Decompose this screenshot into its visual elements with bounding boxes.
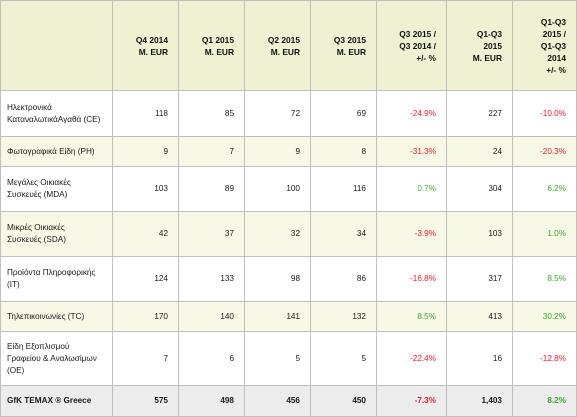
q1-2015-cell: 37 <box>178 211 245 257</box>
q4-2014-cell: 124 <box>112 256 179 302</box>
q4-2014-cell: 7 <box>112 331 179 386</box>
header-corner-cell <box>0 0 113 91</box>
q4-2014-cell: 170 <box>112 301 179 332</box>
category-label: Είδη Εξοπλισμού Γραφείου & Αναλωσίμων (OE) <box>7 341 97 375</box>
q3-change-cell: 0.7% <box>376 166 447 212</box>
ytd-2015-cell: 304 <box>446 166 513 212</box>
category-label: Ηλεκτρονικά ΚαταναλωτικάΑγαθά (CE) <box>7 102 101 124</box>
q4-2014-cell: 42 <box>112 211 179 257</box>
ytd-2015-cell: 16 <box>446 331 513 386</box>
category-label: Μεγάλες Οικιακές Συσκευές (MDA) <box>7 178 71 199</box>
ytd-2015-cell: 24 <box>446 136 513 167</box>
q4-2014-cell: 103 <box>112 166 179 212</box>
ytd-change-cell: 6.2% <box>512 166 577 212</box>
header-ytd-2015: Q1-Q3 2015 M. EUR <box>446 0 513 91</box>
q3-2015-cell: 132 <box>310 301 377 332</box>
row-label-cell: Μεγάλες Οικιακές Συσκευές (MDA) <box>0 166 113 212</box>
table-row: Μεγάλες Οικιακές Συσκευές (MDA) 103 89 100 11… <box>0 166 577 212</box>
ytd-2015-cell: 103 <box>446 211 513 257</box>
row-label-cell: Τηλεπικοινωνίες (TC) <box>0 301 113 332</box>
table-row: Τηλεπικοινωνίες (TC) 170 140 141 132 8.5% 413 3… <box>0 301 577 332</box>
ytd-2015-cell: 317 <box>446 256 513 302</box>
q2-2015-cell: 5 <box>244 331 311 386</box>
table-row: Ηλεκτρονικά ΚαταναλωτικάΑγαθά (CE) 118 85 72… <box>0 90 577 137</box>
ytd-change-cell: 1.0% <box>512 211 577 257</box>
table-row: Προϊόντα Πληροφορικής (IT) 124 133 98 86 -16.8… <box>0 256 577 302</box>
q3-2015-cell: 69 <box>310 90 377 137</box>
row-label-cell: Φωτογραφικά Είδη (PH) <box>0 136 113 167</box>
q3-2015-cell: 34 <box>310 211 377 257</box>
category-label: Προϊόντα Πληροφορικής (IT) <box>7 268 96 289</box>
q3-change-cell: 8.5% <box>376 301 447 332</box>
table-row: Μικρές Οικιακές Συσκευές (SDA) 42 37 32 34 -3.… <box>0 211 577 257</box>
row-label-cell: Μικρές Οικιακές Συσκευές (SDA) <box>0 211 113 257</box>
header-q3-2015: Q3 2015 M. EUR <box>310 0 377 91</box>
ytd-2015-cell: 413 <box>446 301 513 332</box>
category-label: Φωτογραφικά Είδη (PH) <box>7 146 95 156</box>
q3-2015-cell: 116 <box>310 166 377 212</box>
header-q4-2014: Q4 2014 M. EUR <box>112 0 179 91</box>
q3-change-cell: -22.4% <box>376 331 447 386</box>
q1-2015-cell: 140 <box>178 301 245 332</box>
header-q3-change: Q3 2015 /Q3 2014 /+/- % <box>376 0 447 91</box>
q2-2015-cell: 72 <box>244 90 311 137</box>
q1-2015-cell: 89 <box>178 166 245 212</box>
category-label: Τηλεπικοινωνίες (TC) <box>7 311 85 321</box>
q3-2015-cell: 5 <box>310 331 377 386</box>
row-label-cell: Ηλεκτρονικά ΚαταναλωτικάΑγαθά (CE) <box>0 90 113 137</box>
header-q2-2015: Q2 2015 M. EUR <box>244 0 311 91</box>
q1-2015-cell: 7 <box>178 136 245 167</box>
ytd-change-cell: -10.0% <box>512 90 577 137</box>
table-row: Είδη Εξοπλισμού Γραφείου & Αναλωσίμων (OE)… <box>0 331 577 386</box>
header-ytd-change: Q1-Q3 2015 /Q1-Q3 2014 +/- % <box>512 0 577 91</box>
q2-2015-cell: 9 <box>244 136 311 167</box>
header-q1-2015: Q1 2015 M. EUR <box>178 0 245 91</box>
q2-2015-cell: 98 <box>244 256 311 302</box>
row-label-cell: Προϊόντα Πληροφορικής (IT) <box>0 256 113 302</box>
q4-2014-cell: 118 <box>112 90 179 137</box>
ytd-change-cell: 30.2% <box>512 301 577 332</box>
header-row: Q4 2014 M. EUR Q1 2015 M. EUR Q2 2015 M. EU… <box>0 0 577 91</box>
ytd-2015-cell: 227 <box>446 90 513 137</box>
q1-2015-cell: 133 <box>178 256 245 302</box>
row-label-cell: Είδη Εξοπλισμού Γραφείου & Αναλωσίμων (OE) <box>0 331 113 386</box>
category-label: GfK TEMAX ® Greece <box>7 396 92 405</box>
q4-2014-cell: 9 <box>112 136 179 167</box>
q3-2015-cell: 86 <box>310 256 377 302</box>
q3-2015-cell: 8 <box>310 136 377 167</box>
ytd-change-cell: -20.3% <box>512 136 577 167</box>
q1-2015-cell: 6 <box>178 331 245 386</box>
ytd-change-cell: 8.5% <box>512 256 577 302</box>
q3-change-cell: -31.3% <box>376 136 447 167</box>
ytd-change-cell: -12.8% <box>512 331 577 386</box>
table-row: Φωτογραφικά Είδη (PH) 9 7 9 8 -31.3% 24 -20.3% <box>0 136 577 167</box>
category-label: Μικρές Οικιακές Συσκευές (SDA) <box>7 223 66 244</box>
q3-change-cell: -16.8% <box>376 256 447 302</box>
q1-2015-cell: 85 <box>178 90 245 137</box>
q3-change-cell: -24.9% <box>376 90 447 137</box>
q2-2015-cell: 32 <box>244 211 311 257</box>
q3-change-cell: -3.9% <box>376 211 447 257</box>
q2-2015-cell: 141 <box>244 301 311 332</box>
q2-2015-cell: 100 <box>244 166 311 212</box>
